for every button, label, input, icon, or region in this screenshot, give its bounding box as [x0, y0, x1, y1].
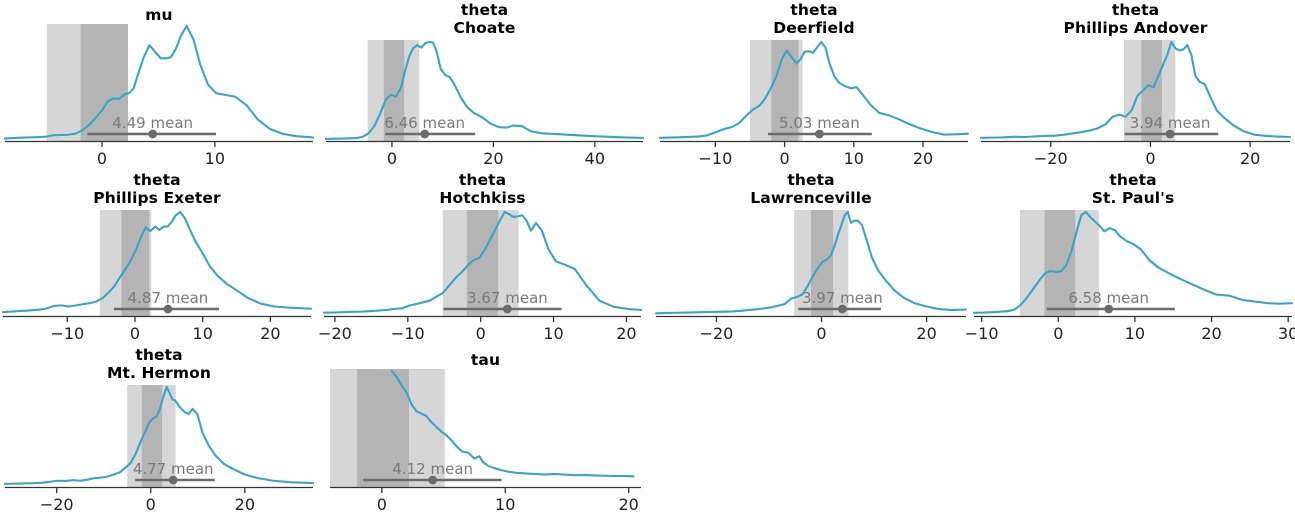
kde-curve-theta_deerfield	[658, 40, 970, 139]
x-tick-label-theta_lawrenceville: −20	[699, 324, 734, 343]
x-tick-label-tau: 10	[495, 495, 516, 514]
kde-curve-theta_lawrenceville	[654, 210, 968, 315]
mean-point-marker-theta_lawrenceville	[837, 304, 847, 314]
kde-curve-mu	[3, 24, 315, 140]
rope-band-inner-theta_deerfield	[771, 40, 799, 141]
rope-band-inner-tau	[357, 369, 409, 487]
mean-point-marker-theta_hotchkiss	[503, 304, 512, 314]
x-tick-label-theta_lawrenceville: 20	[916, 324, 937, 343]
x-tick-label-theta_hotchkiss: 20	[616, 324, 637, 343]
kde-curve-theta_mt_hermon	[3, 385, 315, 485]
posterior-panel-tau: tau 4.12 mean 0 10 20	[330, 345, 641, 516]
plot-area-theta_hotchkiss	[322, 170, 643, 345]
posterior-panel-theta_mt_hermon: theta Mt. Hermon 4.77 mean −20 0 20	[3, 345, 315, 516]
x-tick-label-theta_phillips_andover: 20	[1239, 149, 1261, 168]
mean-point-marker-theta_choate	[420, 129, 430, 139]
x-tick-label-theta_phillips_exeter: 10	[192, 324, 213, 343]
x-tick-label-theta_choate: 20	[483, 149, 504, 168]
mean-point-marker-theta_phillips_exeter	[163, 304, 173, 314]
kde-curve-theta_phillips_andover	[979, 40, 1292, 139]
x-tick-label-mu: 10	[204, 149, 226, 168]
x-tick-label-theta_choate: 40	[584, 149, 605, 168]
x-tick-label-tau: 0	[376, 495, 387, 514]
x-tick-label-theta_phillips_exeter: 20	[260, 324, 281, 343]
x-tick-label-theta_st_pauls: 0	[1053, 324, 1064, 343]
plot-area-theta_phillips_exeter	[1, 170, 313, 345]
rope-band-inner-theta_phillips_andover	[1141, 40, 1162, 141]
mean-point-marker-theta_mt_hermon	[168, 475, 178, 485]
mean-point-marker-tau	[428, 475, 438, 485]
kde-curve-tau	[390, 369, 635, 478]
x-tick-label-theta_mt_hermon: −20	[39, 495, 74, 514]
x-tick-label-theta_st_pauls: −10	[964, 324, 999, 343]
x-tick-label-theta_choate: 0	[386, 149, 398, 168]
mean-point-marker-theta_phillips_andover	[1165, 129, 1175, 139]
kde-curve-theta_hotchkiss	[322, 210, 643, 314]
x-tick-label-mu: 0	[96, 149, 108, 168]
x-tick-label-theta_lawrenceville: 0	[816, 324, 827, 343]
posterior-panel-theta_hotchkiss: theta Hotchkiss 3.67 mean −20 −10 0 10 20	[318, 170, 643, 345]
x-tick-label-tau: 20	[618, 495, 639, 514]
posterior-panel-theta_phillips_exeter: theta Phillips Exeter 4.87 mean −10 0 10 20	[1, 170, 313, 345]
plot-area-theta_lawrenceville	[654, 170, 968, 345]
x-tick-label-theta_hotchkiss: −20	[318, 324, 352, 343]
x-tick-label-theta_deerfield: 10	[843, 149, 864, 168]
mean-point-marker-mu	[148, 129, 158, 139]
kde-curve-theta_st_pauls	[972, 210, 1294, 314]
posterior-panel-theta_choate: theta Choate 6.46 mean 0 20 40	[324, 0, 645, 170]
plot-area-theta_choate	[324, 0, 645, 170]
rope-band-inner-theta_hotchkiss	[466, 210, 499, 316]
plot-area-theta_phillips_andover	[979, 0, 1292, 170]
x-tick-label-theta_hotchkiss: 10	[543, 324, 564, 343]
x-tick-label-theta_mt_hermon: 0	[145, 495, 156, 514]
posterior-panel-mu: mu 4.49 mean 0 10	[3, 0, 315, 170]
posterior-panel-theta_phillips_andover: theta Phillips Andover 3.94 mean −20 0 20	[979, 0, 1292, 170]
x-tick-label-theta_st_pauls: 10	[1124, 324, 1146, 343]
x-tick-label-theta_st_pauls: 30	[1277, 324, 1295, 343]
plot-area-theta_mt_hermon	[3, 345, 315, 516]
mean-point-marker-theta_st_pauls	[1104, 304, 1114, 314]
x-tick-label-theta_deerfield: 0	[779, 149, 790, 168]
x-tick-label-theta_phillips_andover: −20	[1033, 149, 1068, 168]
mean-point-marker-theta_deerfield	[814, 129, 824, 139]
posterior-panel-theta_lawrenceville: theta Lawrenceville 3.97 mean −20 0 20	[654, 170, 968, 345]
plot-area-theta_deerfield	[658, 0, 970, 170]
rope-band-inner-theta_mt_hermon	[141, 385, 163, 487]
rope-band-inner-mu	[80, 24, 128, 141]
rope-band-inner-theta_phillips_exeter	[121, 210, 150, 316]
x-tick-label-theta_phillips_exeter: 0	[129, 324, 141, 343]
x-tick-label-theta_deerfield: −10	[698, 149, 733, 168]
x-tick-label-theta_deerfield: 20	[912, 149, 934, 168]
plot-area-theta_st_pauls	[972, 170, 1294, 345]
x-tick-label-theta_st_pauls: 20	[1201, 324, 1222, 343]
kde-curve-theta_phillips_exeter	[1, 210, 313, 314]
rope-band-inner-theta_choate	[383, 40, 405, 141]
plot-area-tau	[330, 345, 641, 516]
x-tick-label-theta_hotchkiss: 0	[475, 324, 486, 343]
x-tick-label-theta_phillips_andover: 0	[1145, 149, 1156, 168]
x-tick-label-theta_phillips_exeter: −10	[50, 324, 85, 343]
kde-curve-theta_choate	[324, 40, 645, 140]
rope-band-inner-theta_st_pauls	[1044, 210, 1076, 316]
x-tick-label-theta_mt_hermon: 20	[234, 495, 255, 514]
x-tick-label-theta_hotchkiss: −10	[390, 324, 425, 343]
posterior-panel-theta_deerfield: theta Deerfield 5.03 mean −10 0 10 20	[658, 0, 970, 170]
posterior-panel-theta_st_pauls: theta St. Paul's 6.58 mean −10 0 10 20 30	[965, 170, 1295, 345]
plot-area-mu	[3, 0, 315, 170]
